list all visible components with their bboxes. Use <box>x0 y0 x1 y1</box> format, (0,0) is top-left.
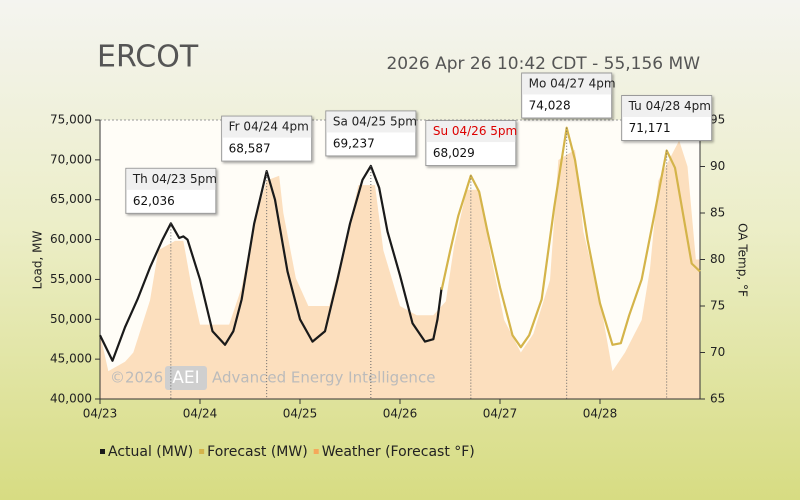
legend-swatch <box>199 449 205 454</box>
legend-label: Weather (Forecast °F) <box>322 444 475 460</box>
x-tick-label: 04/26 <box>383 407 418 421</box>
y-tick-label: 45,000 <box>50 352 92 366</box>
watermark-text: Advanced Energy Intelligence <box>212 369 435 387</box>
area-layer <box>100 140 700 399</box>
legend-swatch <box>100 449 105 454</box>
series-line <box>99 164 443 362</box>
chart-subtitle: 2026 Apr 26 10:42 CDT - 55,156 MW <box>386 54 700 74</box>
y-tick-label: 65,000 <box>50 192 92 206</box>
annotation-value: 74,028 <box>529 99 571 113</box>
y-tick-label: 60,000 <box>50 232 92 246</box>
annotation-value: 69,237 <box>333 136 375 150</box>
annotation-label: Sa 04/25 5pm <box>333 114 417 128</box>
x-tick-label: 04/27 <box>483 407 518 421</box>
legend-swatch <box>313 449 319 454</box>
y2-tick-label: 65 <box>710 392 725 406</box>
annotation-box-header <box>326 111 416 133</box>
annotation-value: 71,171 <box>629 121 671 135</box>
main-layer: 40,000 45,000 50,000 55,000 60,000 65,000 70,0… <box>50 72 725 460</box>
y-axis-label: Load, MW <box>31 231 45 290</box>
annotation-label: Mo 04/27 4pm <box>529 77 616 91</box>
y2-tick-label: 85 <box>710 206 725 220</box>
chart-title: ERCOT <box>97 40 199 75</box>
y2-tick-label: 90 <box>710 159 725 173</box>
watermark-logo-box <box>165 366 207 390</box>
annotation-box-header <box>126 168 216 190</box>
watermark-copyright: ©2026 <box>110 369 163 387</box>
y2-tick-label: 95 <box>710 113 725 127</box>
watermark-logo: AEI <box>172 368 199 388</box>
annotation-box-header <box>522 73 612 95</box>
annotation-box-header <box>222 116 312 138</box>
y-tick-label: 50,000 <box>50 312 92 326</box>
annotation-label: Tu 04/28 4pm <box>628 99 711 113</box>
y2-tick-label: 75 <box>710 299 725 313</box>
x-tick-label: 04/28 <box>583 407 618 421</box>
annotation-value: 68,587 <box>229 142 271 156</box>
watermark: ©2026 AEI Advanced Energy Intelligence <box>110 366 435 390</box>
y-tick-label: 40,000 <box>50 392 92 406</box>
y-tick-label: 55,000 <box>50 272 92 286</box>
y2-axis-label: OA Temp, °F <box>736 223 750 297</box>
legend-label: Forecast (MW) <box>207 444 308 460</box>
annotation-label: Th 04/23 5pm <box>132 172 217 186</box>
y2-tick-label: 70 <box>710 345 725 359</box>
x-tick-label: 04/23 <box>83 407 118 421</box>
y-tick-label: 75,000 <box>50 113 92 127</box>
y2-tick-label: 80 <box>710 252 725 266</box>
annotation-box-header <box>622 96 712 118</box>
legend-label: Actual (MW) <box>108 444 193 460</box>
weather-area <box>100 140 700 399</box>
series-line <box>440 126 701 349</box>
x-tick-label: 04/25 <box>283 407 318 421</box>
y-tick-label: 70,000 <box>50 152 92 166</box>
annotation-value: 62,036 <box>133 194 175 208</box>
x-tick-label: 04/24 <box>183 407 218 421</box>
annotation-box-header <box>426 121 516 143</box>
annotation-label: Su 04/26 5pm <box>433 124 517 138</box>
annotation-value: 68,029 <box>433 146 475 160</box>
annotation-label: Fr 04/24 4pm <box>229 120 309 134</box>
